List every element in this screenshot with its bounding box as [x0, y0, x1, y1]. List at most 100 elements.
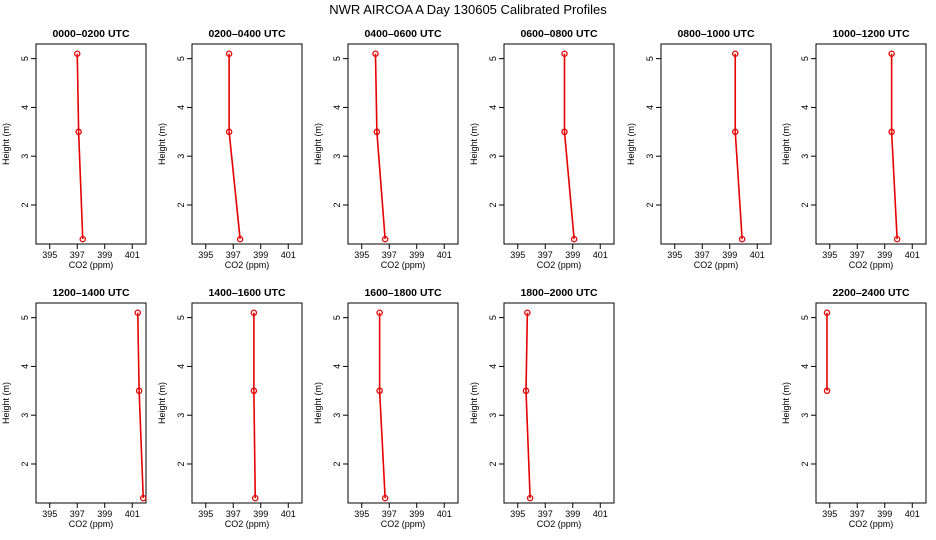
chart-3-x-tick-label-2: 399 — [565, 250, 580, 260]
chart-3-y-tick-label-0: 2 — [488, 202, 498, 207]
chart-8-x-tick-label-0: 395 — [354, 509, 369, 519]
chart-7-title: 1400–1600 UTC — [208, 287, 285, 299]
chart-8-y-tick-label-1: 3 — [332, 413, 342, 418]
chart-3-plot-frame — [503, 43, 615, 245]
chart-8-x-tick-label-3: 401 — [437, 509, 452, 519]
chart-3-y-tick-label-1: 3 — [488, 154, 498, 159]
chart-1-x-tick-label-1: 397 — [226, 250, 241, 260]
chart-3-y-tick-label-3: 5 — [488, 56, 498, 61]
chart-6-point-0 — [134, 309, 141, 317]
chart-2-x-tick-label-2: 399 — [409, 250, 424, 260]
chart-7-x-tick-label-0: 395 — [198, 509, 213, 519]
chart-7-x-tick-label-1: 397 — [226, 509, 241, 519]
chart-1-y-axis-label: Height (m) — [157, 123, 167, 165]
chart-11-y-tick-label-3: 5 — [800, 315, 810, 320]
chart-2-x-tick-label-1: 397 — [382, 250, 397, 260]
chart-7-x-tick-label-2: 399 — [253, 509, 268, 519]
chart-0-segment-0 — [76, 53, 80, 132]
chart-8-x-axis-label: CO2 (ppm) — [381, 519, 426, 529]
chart-5-y-tick-label-0: 2 — [800, 202, 810, 207]
chart-7-point-1 — [250, 387, 258, 395]
chart-11-point-0 — [823, 309, 831, 317]
chart-4-point-2 — [738, 235, 746, 243]
chart-8-segment-1 — [378, 390, 386, 499]
chart-9-x-tick-label-3: 401 — [593, 509, 608, 519]
chart-0-point-0 — [74, 50, 81, 58]
chart-0-title: 0000–0200 UTC — [52, 28, 129, 40]
chart-1-title: 0200–0400 UTC — [208, 28, 285, 40]
chart-4-x-tick-label-3: 401 — [750, 250, 765, 260]
chart-6-plot-frame — [35, 302, 147, 504]
chart-4-x-tick-label-2: 399 — [722, 250, 737, 260]
chart-5-y-tick-label-1: 3 — [800, 154, 810, 159]
chart-11-point-1 — [823, 387, 831, 395]
chart-4-y-axis-label: Height (m) — [626, 123, 636, 165]
chart-2-point-1 — [373, 128, 381, 136]
chart-9-x-axis-label: CO2 (ppm) — [537, 519, 582, 529]
chart-9-x-tick-label-0: 395 — [510, 509, 525, 519]
chart-2-y-tick-label-0: 2 — [332, 202, 342, 207]
chart-0-x-tick-label-0: 395 — [42, 250, 57, 260]
chart-2-point-2 — [381, 235, 389, 243]
chart-4-y-tick-label-3: 5 — [645, 56, 655, 61]
chart-9-segment-0 — [525, 312, 529, 391]
chart-11-x-axis-label: CO2 (ppm) — [849, 519, 894, 529]
chart-6-panel: 1200–1400 UTC 395 397 399 401 2 3 4 5 CO2 (ppm) He… — [1, 287, 147, 529]
chart-8-x-tick-label-2: 399 — [409, 509, 424, 519]
chart-9-y-tick-label-2: 4 — [488, 364, 498, 369]
chart-11-y-tick-label-2: 4 — [800, 364, 810, 369]
chart-7-y-axis-label: Height (m) — [157, 382, 167, 424]
chart-3-x-tick-label-1: 397 — [538, 250, 553, 260]
chart-3-title: 0600–0800 UTC — [520, 28, 597, 40]
chart-6-x-axis-label: CO2 (ppm) — [69, 519, 114, 529]
chart-11-title: 2200–2400 UTC — [832, 287, 909, 299]
chart-4-x-tick-label-1: 397 — [695, 250, 710, 260]
chart-11-x-tick-label-3: 401 — [905, 509, 920, 519]
chart-3-point-0 — [561, 50, 568, 58]
chart-5-x-tick-label-2: 399 — [877, 250, 892, 260]
chart-8-panel: 1600–1800 UTC 395 397 399 401 2 3 4 5 CO2 (ppm) He… — [313, 287, 459, 529]
chart-3-y-tick-label-2: 4 — [488, 105, 498, 110]
chart-5-y-tick-label-3: 5 — [800, 56, 810, 61]
chart-11-plot-frame — [815, 302, 927, 504]
chart-5-y-tick-label-2: 4 — [800, 105, 810, 110]
chart-11-panel: 2200–2400 UTC 395 397 399 401 2 3 4 5 CO2 (ppm) He… — [781, 287, 927, 529]
chart-0-point-2 — [79, 235, 87, 243]
chart-3-segment-1 — [563, 131, 575, 240]
chart-4-y-tick-label-2: 4 — [645, 105, 655, 110]
chart-1-y-tick-label-0: 2 — [176, 202, 186, 207]
chart-6-y-tick-label-2: 4 — [20, 364, 30, 369]
chart-2-y-axis-label: Height (m) — [313, 123, 323, 165]
chart-5-point-1 — [888, 128, 895, 136]
chart-1-y-tick-label-3: 5 — [176, 56, 186, 61]
chart-9-plot-frame — [503, 302, 615, 504]
chart-0-x-tick-label-1: 397 — [70, 250, 85, 260]
chart-6-x-tick-label-1: 397 — [70, 509, 85, 519]
chart-8-point-0 — [376, 309, 383, 317]
chart-6-point-2 — [139, 494, 147, 502]
chart-2-x-axis-label: CO2 (ppm) — [381, 260, 426, 270]
chart-3-x-tick-label-3: 401 — [593, 250, 608, 260]
chart-0-point-1 — [75, 128, 82, 136]
chart-8-x-tick-label-1: 397 — [382, 509, 397, 519]
chart-6-point-1 — [135, 387, 143, 395]
chart-4-panel: 0800–1000 UTC 395 397 399 401 2 3 4 5 CO2 (ppm) He… — [626, 28, 772, 270]
chart-9-title: 1800–2000 UTC — [520, 287, 597, 299]
chart-0-plot-frame — [35, 43, 147, 245]
chart-11-x-tick-label-0: 395 — [822, 509, 837, 519]
chart-1-x-axis-label: CO2 (ppm) — [225, 260, 270, 270]
chart-6-y-tick-label-3: 5 — [20, 315, 30, 320]
chart-0-panel: 0000–0200 UTC 395 397 399 401 2 3 4 5 CO2 (ppm) He… — [1, 28, 147, 270]
chart-7-y-tick-label-2: 4 — [176, 364, 186, 369]
chart-5-point-2 — [893, 235, 901, 243]
chart-3-x-tick-label-0: 395 — [510, 250, 525, 260]
chart-5-segment-1 — [890, 131, 898, 240]
chart-0-y-tick-label-3: 5 — [20, 56, 30, 61]
chart-9-point-1 — [522, 387, 530, 395]
chart-3-panel: 0600–0800 UTC 395 397 399 401 2 3 4 5 CO2 (ppm) He… — [469, 28, 615, 270]
chart-5-point-0 — [888, 50, 895, 58]
chart-2-x-tick-label-0: 395 — [354, 250, 369, 260]
chart-5-x-axis-label: CO2 (ppm) — [849, 260, 894, 270]
chart-1-point-2 — [236, 235, 244, 243]
chart-4-x-tick-label-0: 395 — [667, 250, 682, 260]
